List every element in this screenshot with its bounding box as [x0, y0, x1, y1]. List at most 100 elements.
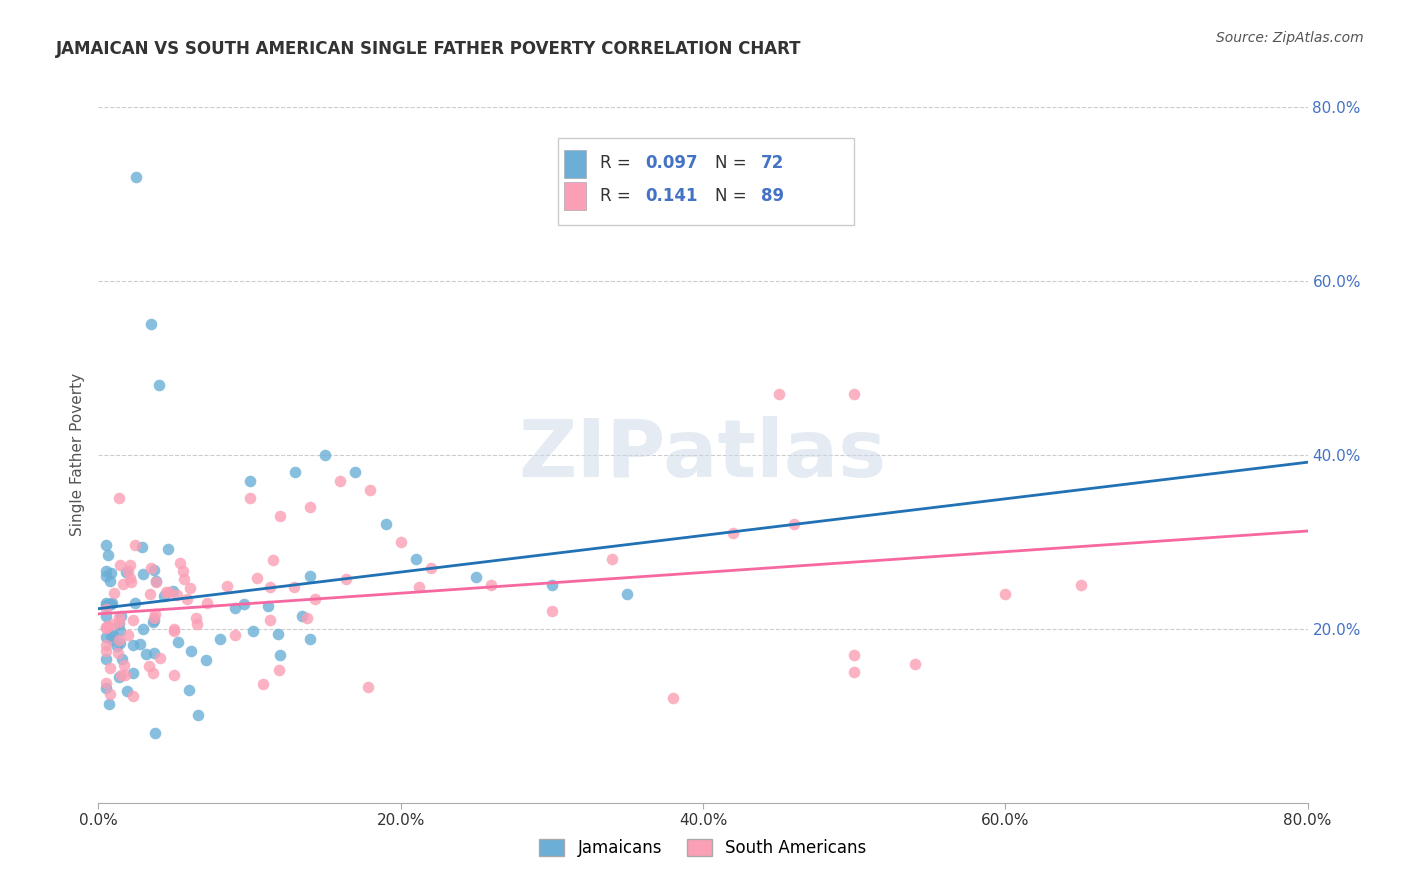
- Point: [122, 638, 145, 652]
- Text: 0.097: 0.097: [645, 153, 697, 171]
- Point: [145, 607, 167, 622]
- Point: [100, 566, 122, 581]
- Point: [166, 588, 188, 602]
- Point: [132, 622, 155, 636]
- Point: [173, 572, 195, 586]
- Point: [148, 378, 170, 392]
- Text: N =: N =: [716, 153, 752, 171]
- Point: [163, 622, 186, 636]
- Point: [844, 387, 866, 401]
- Point: [179, 582, 201, 596]
- Point: [162, 583, 184, 598]
- Text: N =: N =: [716, 187, 752, 205]
- Point: [357, 680, 380, 694]
- Point: [259, 580, 281, 594]
- Point: [94, 643, 117, 657]
- Point: [481, 578, 503, 592]
- Point: [108, 670, 131, 684]
- Point: [215, 578, 238, 592]
- Point: [120, 574, 142, 589]
- Point: [145, 574, 167, 589]
- Point: [96, 619, 118, 633]
- Point: [239, 474, 262, 488]
- Point: [110, 558, 132, 573]
- Point: [177, 683, 200, 698]
- Point: [246, 571, 269, 585]
- Point: [662, 691, 685, 706]
- Point: [128, 637, 150, 651]
- Point: [267, 664, 290, 678]
- Text: 0.141: 0.141: [645, 187, 697, 205]
- Point: [100, 629, 122, 643]
- Point: [262, 553, 284, 567]
- Point: [291, 608, 314, 623]
- Point: [242, 624, 264, 639]
- Point: [110, 608, 132, 623]
- Point: [239, 491, 262, 506]
- Point: [96, 549, 118, 563]
- Point: [132, 566, 155, 581]
- Point: [101, 617, 124, 632]
- Point: [844, 665, 866, 680]
- Point: [299, 568, 322, 582]
- Point: [105, 639, 128, 653]
- Point: [186, 617, 208, 632]
- Point: [304, 592, 326, 607]
- Point: [257, 599, 280, 613]
- Point: [269, 648, 291, 662]
- Point: [904, 657, 927, 671]
- Point: [100, 597, 122, 611]
- Point: [117, 628, 139, 642]
- Point: [172, 564, 194, 578]
- Point: [112, 577, 135, 591]
- Point: [139, 587, 162, 601]
- Point: [96, 652, 118, 666]
- Point: [110, 624, 132, 638]
- Point: [176, 591, 198, 606]
- Point: [1070, 578, 1092, 592]
- Point: [405, 552, 427, 566]
- Point: [94, 630, 117, 644]
- Point: [768, 387, 790, 401]
- Text: Source: ZipAtlas.com: Source: ZipAtlas.com: [1216, 31, 1364, 45]
- Point: [107, 647, 129, 661]
- Point: [208, 632, 231, 646]
- Point: [94, 638, 117, 652]
- Point: [115, 565, 138, 579]
- Point: [408, 580, 430, 594]
- Point: [195, 653, 218, 667]
- Point: [163, 668, 186, 682]
- Point: [143, 726, 166, 740]
- Point: [187, 708, 209, 723]
- Point: [94, 621, 117, 635]
- Point: [94, 681, 117, 695]
- Point: [141, 561, 163, 575]
- Point: [138, 658, 160, 673]
- Point: [118, 558, 141, 573]
- Point: [616, 587, 638, 601]
- Legend: Jamaicans, South Americans: Jamaicans, South Americans: [533, 832, 873, 864]
- Point: [284, 466, 307, 480]
- Point: [94, 564, 117, 578]
- Point: [108, 609, 131, 624]
- Text: JAMAICAN VS SOUTH AMERICAN SINGLE FATHER POVERTY CORRELATION CHART: JAMAICAN VS SOUTH AMERICAN SINGLE FATHER…: [56, 40, 801, 58]
- Point: [98, 687, 121, 701]
- Point: [299, 500, 322, 514]
- Point: [117, 564, 139, 578]
- Point: [124, 537, 146, 551]
- Point: [98, 574, 121, 588]
- Point: [283, 580, 305, 594]
- Point: [108, 491, 131, 505]
- Point: [360, 483, 382, 497]
- Point: [135, 647, 157, 661]
- Point: [112, 657, 135, 672]
- Point: [723, 526, 745, 541]
- Point: [420, 561, 443, 575]
- Point: [169, 556, 191, 570]
- Point: [94, 598, 117, 612]
- Point: [142, 666, 165, 681]
- Point: [344, 466, 367, 480]
- Point: [163, 624, 186, 638]
- Point: [94, 620, 117, 634]
- Point: [374, 517, 396, 532]
